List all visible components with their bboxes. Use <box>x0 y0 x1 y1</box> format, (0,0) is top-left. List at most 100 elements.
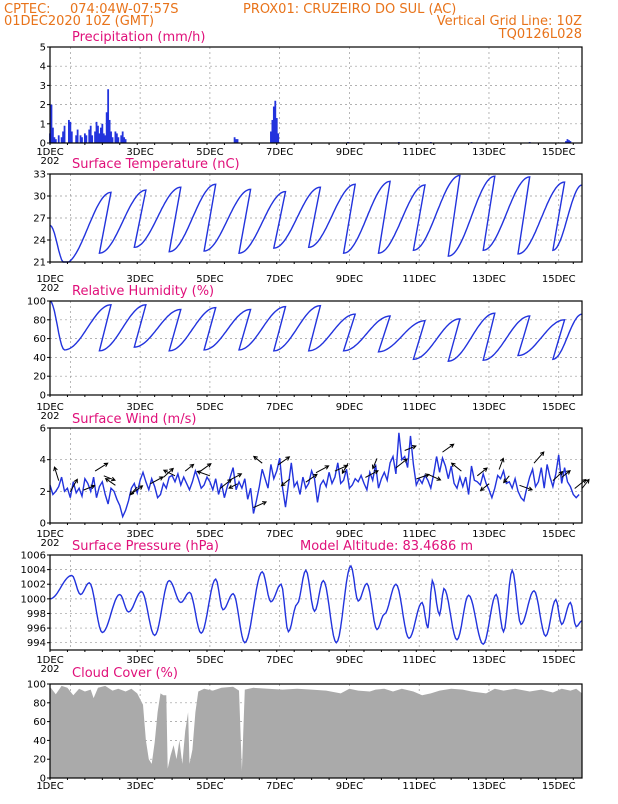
panel-title: Cloud Cover (%) <box>72 666 178 681</box>
wind-arrow <box>253 501 268 508</box>
wind-arrow <box>371 458 378 470</box>
precip-bar <box>115 133 118 143</box>
precip-bar <box>107 89 110 143</box>
precip-bar <box>124 139 127 143</box>
x-tick-label: 1DEC <box>36 781 63 792</box>
plot-frame <box>49 683 583 779</box>
series-line <box>49 300 583 363</box>
y-tick-label: 27 <box>33 214 46 225</box>
panel-title: Surface Temperature (nC) <box>72 157 240 172</box>
y-tick-label: 100 <box>27 680 46 691</box>
x-tick-label: 11DEC <box>402 781 436 792</box>
precip-bar <box>83 133 86 143</box>
y-tick-label: 994 <box>27 638 46 649</box>
y-tick-label: 2 <box>40 100 46 111</box>
x-tick-label: 13DEC <box>472 529 506 540</box>
header-date: 01DEC2020 10Z (GMT) <box>4 14 154 29</box>
wind-arrow <box>277 456 291 466</box>
precip-bar <box>98 133 101 143</box>
precip-bar <box>62 131 64 143</box>
wind-arrow <box>252 455 263 464</box>
wind-arrow <box>103 475 116 482</box>
precip-bar <box>566 139 569 143</box>
x-tick-label: 13DEC <box>472 655 506 666</box>
y-tick-label: 0 <box>40 391 46 402</box>
x-tick-label: 3DEC <box>126 402 153 413</box>
wind-arrow <box>442 443 455 453</box>
series-line <box>49 564 583 646</box>
wind-arrow <box>280 478 291 487</box>
precip-bar <box>70 131 73 143</box>
panel-title: Surface Wind (m/s) <box>72 412 196 427</box>
precip-bar <box>565 141 567 143</box>
y-tick-label: 40 <box>33 736 46 747</box>
wind-arrow <box>533 451 545 464</box>
y-tick-label: 1006 <box>21 551 46 562</box>
wind-arrow <box>162 469 176 477</box>
header-coordinates: 074:04W-07:57S <box>70 2 178 17</box>
precip-bar <box>79 135 82 143</box>
precip-bar <box>89 125 92 143</box>
precip-bar <box>270 131 272 143</box>
y-tick-label: 1000 <box>21 594 46 605</box>
x-tick-label: 15DEC <box>542 655 576 666</box>
x-tick-label: 5DEC <box>196 274 223 285</box>
y-tick-label: 24 <box>33 236 46 247</box>
x-tick-label: 9DEC <box>336 147 363 158</box>
precip-bar <box>117 137 120 143</box>
precip-bar <box>105 112 108 143</box>
chart-panels: Precipitation (mm/h) 0 1 2 3 4 5 1DEC 3DEC 5DEC 7D… <box>21 30 590 792</box>
y-tick-label: 1004 <box>21 565 46 576</box>
wind-arrow <box>228 483 238 489</box>
precip-bar <box>99 127 102 143</box>
x-year-stub: 202 <box>40 538 59 549</box>
grid <box>50 554 582 650</box>
precip-bar <box>274 100 277 143</box>
wind-arrow <box>184 463 195 472</box>
x-tick-label: 9DEC <box>336 781 363 792</box>
precip-bar <box>235 139 237 143</box>
wind-arrow <box>503 475 510 484</box>
x-tick-label: 1DEC <box>36 655 63 666</box>
precip-bar <box>94 131 96 143</box>
x-tick-label: 11DEC <box>402 147 436 158</box>
wind-arrow <box>365 470 379 478</box>
y-tick-label: 21 <box>33 258 46 269</box>
x-year-stub: 202 <box>40 283 59 294</box>
precip-bar <box>233 137 236 143</box>
x-tick-label: 7DEC <box>266 529 293 540</box>
wind-arrow <box>561 470 571 478</box>
x-tick-label: 15DEC <box>542 402 576 413</box>
x-tick-label: 9DEC <box>336 529 363 540</box>
wind-arrow <box>94 462 109 472</box>
precip-bar <box>120 135 123 143</box>
y-tick-label: 80 <box>33 315 46 326</box>
x-tick-label: 15DEC <box>542 274 576 285</box>
x-tick-label: 1DEC <box>36 147 63 158</box>
x-year-stub: 202 <box>40 156 59 167</box>
y-tick-label: 100 <box>27 297 46 308</box>
y-tick-label: 1 <box>40 119 46 130</box>
y-tick-label: 3 <box>40 81 46 92</box>
precip-bar <box>236 139 239 143</box>
precip-bar <box>69 121 72 143</box>
grid <box>50 46 582 144</box>
precip-bar <box>76 129 79 143</box>
x-tick-label: 7DEC <box>266 655 293 666</box>
panel-6: Cloud Cover (%) 0 20 40 60 80 100 1DEC 3DEC 5DEC 7… <box>27 666 583 792</box>
precip-bar <box>101 123 104 143</box>
x-tick-label: 7DEC <box>266 402 293 413</box>
panel-4: Surface Wind (m/s) 0 2 4 6 1DEC 3DEC 5DEC 7DEC 9D… <box>36 412 590 549</box>
precip-bar <box>568 140 570 143</box>
precip-bar <box>111 137 114 143</box>
panel-5: Surface Pressure (hPa) Model Altitude: 83… <box>21 539 583 675</box>
grid <box>50 173 582 263</box>
x-tick-label: 3DEC <box>126 781 153 792</box>
precip-bar <box>50 104 53 143</box>
y-tick-label: 5 <box>40 43 46 54</box>
y-tick-label: 60 <box>33 334 46 345</box>
precip-bar <box>102 133 105 143</box>
wind-arrow <box>315 465 330 474</box>
panel-3: Relative Humidity (%) 0 20 40 60 80 100 1DEC 3DE… <box>27 284 583 422</box>
wind-arrow <box>427 473 442 481</box>
